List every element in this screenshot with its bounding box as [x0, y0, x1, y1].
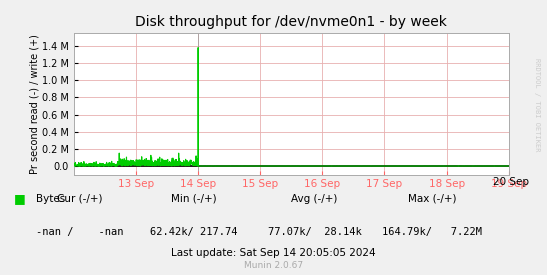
Text: RRDTOOL / TOBI OETIKER: RRDTOOL / TOBI OETIKER	[534, 58, 540, 151]
Text: Min (-/+): Min (-/+)	[171, 194, 217, 204]
Y-axis label: Pr second read (-) / write (+): Pr second read (-) / write (+)	[29, 34, 39, 174]
Text: Last update: Sat Sep 14 20:05:05 2024: Last update: Sat Sep 14 20:05:05 2024	[171, 248, 376, 257]
Text: 20 Sep: 20 Sep	[493, 177, 529, 187]
Text: Avg (-/+): Avg (-/+)	[292, 194, 337, 204]
Text: Bytes: Bytes	[36, 194, 65, 204]
Text: -nan /    -nan: -nan / -nan	[36, 227, 123, 237]
Text: Munin 2.0.67: Munin 2.0.67	[244, 260, 303, 270]
Text: ■: ■	[14, 192, 25, 205]
Text: 77.07k/  28.14k: 77.07k/ 28.14k	[267, 227, 362, 237]
Title: Disk throughput for /dev/nvme0n1 - by week: Disk throughput for /dev/nvme0n1 - by we…	[135, 15, 447, 29]
Text: 164.79k/   7.22M: 164.79k/ 7.22M	[382, 227, 482, 237]
Text: Max (-/+): Max (-/+)	[408, 194, 456, 204]
Text: Cur (-/+): Cur (-/+)	[56, 194, 102, 204]
Text: 62.42k/ 217.74: 62.42k/ 217.74	[150, 227, 238, 237]
